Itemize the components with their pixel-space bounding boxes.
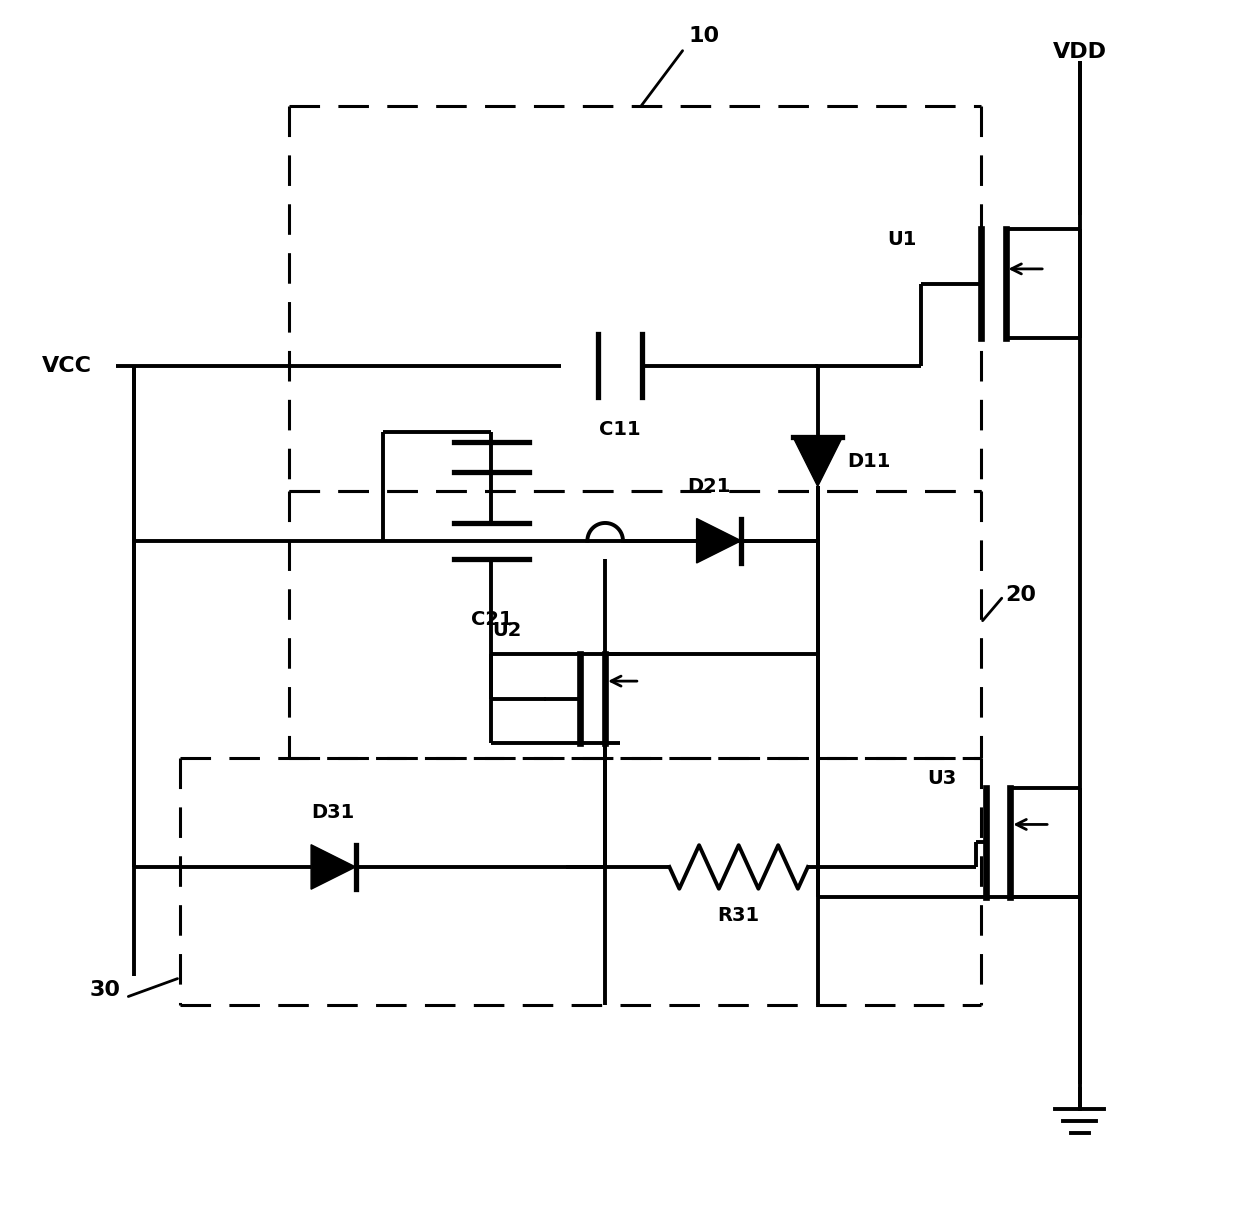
Text: D21: D21 (688, 477, 731, 496)
Text: 10: 10 (689, 27, 720, 46)
Text: D11: D11 (847, 453, 891, 471)
Text: D31: D31 (312, 803, 354, 823)
Text: 20: 20 (1006, 586, 1037, 605)
Text: R31: R31 (717, 906, 760, 926)
Polygon shape (793, 437, 843, 486)
Text: C11: C11 (600, 420, 641, 439)
Polygon shape (696, 519, 741, 563)
Text: U2: U2 (492, 621, 522, 640)
Text: C21: C21 (471, 610, 512, 629)
Text: 30: 30 (89, 980, 120, 1001)
Text: VDD: VDD (1053, 41, 1106, 62)
Polygon shape (311, 845, 356, 889)
Text: VCC: VCC (42, 356, 92, 376)
Text: U1: U1 (887, 230, 917, 249)
Text: U3: U3 (927, 768, 957, 788)
